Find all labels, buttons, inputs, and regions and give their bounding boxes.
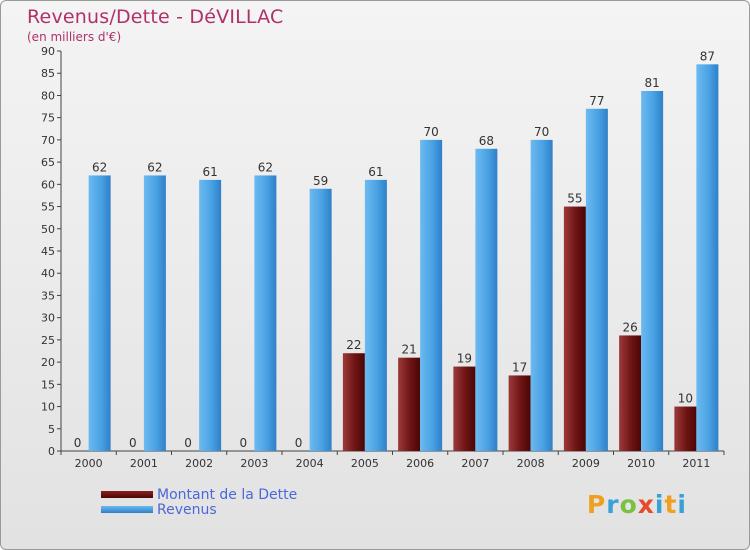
y-tick-label: 70	[41, 134, 55, 147]
bar-debt	[674, 406, 697, 451]
chart-subtitle: (en milliers d'€)	[27, 30, 122, 44]
data-label-debt: 22	[346, 338, 361, 352]
x-tick-label: 2006	[406, 457, 434, 470]
data-label-revenus: 77	[589, 94, 604, 108]
data-label-debt: 17	[512, 360, 527, 374]
bar-revenus	[641, 91, 664, 451]
y-tick-label: 5	[48, 423, 55, 436]
y-tick-label: 35	[41, 289, 55, 302]
x-tick-label: 2010	[627, 457, 655, 470]
x-tick-label: 2005	[351, 457, 379, 470]
data-label-debt: 10	[678, 392, 693, 406]
bar-debt	[508, 375, 531, 451]
data-label-revenus: 62	[147, 160, 162, 174]
y-tick-label: 65	[41, 156, 55, 169]
bar-revenus	[143, 175, 166, 451]
legend-swatch-debt	[101, 491, 153, 498]
x-tick-label: 2003	[240, 457, 268, 470]
y-tick-label: 40	[41, 267, 55, 280]
data-label-revenus: 61	[368, 165, 383, 179]
y-tick-label: 10	[41, 401, 55, 414]
data-label-revenus: 68	[479, 134, 494, 148]
y-tick-label: 20	[41, 356, 55, 369]
data-label-debt: 0	[129, 436, 137, 450]
bar-debt	[563, 206, 586, 451]
bar-revenus	[254, 175, 277, 451]
bar-revenus	[364, 179, 387, 451]
bar-revenus	[475, 148, 498, 451]
data-label-revenus: 87	[700, 49, 715, 63]
y-tick-label: 75	[41, 112, 55, 125]
x-tick-label: 2000	[75, 457, 103, 470]
data-label-revenus: 61	[202, 165, 217, 179]
legend-swatch-revenus	[101, 506, 153, 513]
bar-revenus	[199, 179, 222, 451]
y-tick-label: 50	[41, 223, 55, 236]
y-tick-label: 15	[41, 378, 55, 391]
legend-item-debt: Montant de la Dette	[101, 486, 298, 503]
legend-item-revenus: Revenus	[101, 501, 297, 518]
y-tick-label: 80	[41, 89, 55, 102]
x-tick-label: 2002	[185, 457, 213, 470]
data-label-debt: 0	[74, 436, 82, 450]
data-label-debt: 19	[457, 352, 472, 366]
data-label-debt: 21	[401, 343, 416, 357]
y-tick-label: 85	[41, 67, 55, 80]
bar-revenus	[696, 64, 719, 452]
bar-revenus	[309, 188, 332, 451]
x-tick-label: 2008	[517, 457, 545, 470]
x-tick-label: 2009	[572, 457, 600, 470]
brand-logo: Proxiti	[586, 490, 687, 519]
y-tick-label: 0	[48, 445, 55, 458]
bar-revenus	[88, 175, 111, 451]
x-tick-label: 2011	[682, 457, 710, 470]
data-label-revenus: 70	[534, 125, 549, 139]
bar-revenus	[530, 139, 553, 451]
bar-debt	[342, 353, 365, 451]
y-tick-label: 60	[41, 178, 55, 191]
y-tick-label: 25	[41, 334, 55, 347]
x-tick-label: 2004	[296, 457, 324, 470]
y-tick-label: 45	[41, 245, 55, 258]
data-label-revenus: 81	[644, 76, 659, 90]
legend: Montant de la Dette Revenus	[101, 486, 298, 518]
legend-label-debt: Montant de la Dette	[157, 486, 298, 503]
x-tick-label: 2001	[130, 457, 158, 470]
data-label-revenus: 62	[92, 160, 107, 174]
x-tick-label: 2007	[461, 457, 489, 470]
bar-debt	[453, 366, 476, 451]
y-tick-label: 90	[41, 45, 55, 58]
bar-revenus	[420, 139, 443, 451]
chart-title: Revenus/Dette - DéVILLAC	[27, 6, 284, 28]
data-label-debt: 0	[295, 436, 303, 450]
y-tick-label: 30	[41, 312, 55, 325]
data-label-debt: 26	[622, 320, 637, 334]
bar-debt	[619, 335, 642, 451]
data-label-debt: 0	[240, 436, 248, 450]
bar-revenus	[585, 108, 608, 452]
bar-debt	[398, 357, 421, 451]
legend-label-revenus: Revenus	[157, 501, 217, 518]
y-tick-label: 55	[41, 201, 55, 214]
data-label-debt: 0	[184, 436, 192, 450]
data-label-debt: 55	[567, 192, 582, 206]
data-label-revenus: 70	[423, 125, 438, 139]
data-label-revenus: 62	[258, 160, 273, 174]
data-label-revenus: 59	[313, 174, 328, 188]
